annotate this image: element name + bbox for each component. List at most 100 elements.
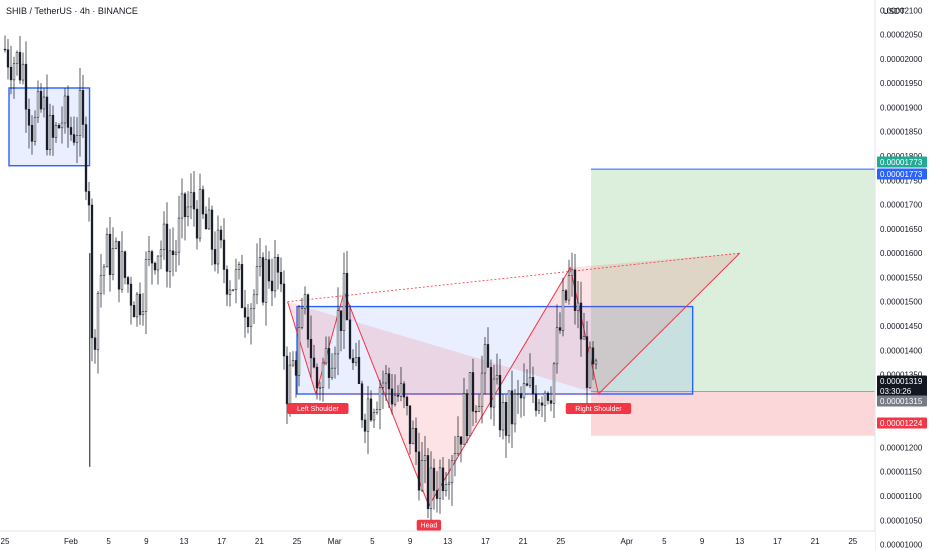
candle-body [456,436,460,454]
candle-body [564,290,568,301]
candle-body [249,308,253,327]
time-tick-label: 9 [700,537,705,546]
time-tick-label: 25 [556,537,565,546]
pattern-label-head: Head [416,519,442,531]
candle-body [393,395,397,405]
candle-body [45,96,49,150]
candle-body [174,251,178,256]
candle-body [576,302,580,311]
candle-body [591,347,595,365]
time-tick-label: Apr [620,537,633,546]
time-tick-label: 13 [180,537,189,546]
candle-body [213,249,217,265]
candle-body [525,383,529,386]
candle-body [561,290,565,331]
candle-body [555,327,559,365]
candle-body [477,406,481,412]
candle-body [567,275,571,301]
candle-body [48,114,52,150]
time-tick-label: 21 [811,537,820,546]
price-badge-grey: 0.00001315 [877,395,927,407]
candle-body [498,375,502,431]
candle-body [471,372,475,412]
candle-body [105,233,109,268]
candle-body [57,125,61,129]
candle-body [318,387,322,389]
candle-body [123,251,127,278]
candle-body [282,283,286,357]
price-badge-text: 0.00001224 [880,419,923,428]
candle-body [180,193,184,219]
price-badge-bg [877,156,927,168]
candle-body [540,402,544,406]
price-axis[interactable]: USDT 0.00001000 0.00001050 0.00001100 0.0000… [874,0,932,550]
candle-body [63,95,67,124]
candle-body [423,455,427,461]
price-candles [3,35,598,530]
candle-body [93,337,97,350]
candle-body [549,400,553,404]
candle-body [387,373,391,390]
candle-body [171,250,175,256]
candle-body [588,347,592,388]
time-tick-label: 5 [370,537,375,546]
candle-body [432,467,436,491]
candle-body [246,316,250,327]
chart-title: SHIB / TetherUS · 4h · BINANCE [6,6,138,16]
candle-body [135,293,139,318]
candle-body [288,364,292,405]
price-tick-label: 0.00001550 [880,273,923,282]
time-tick-label: 13 [735,537,744,546]
candle-body [198,189,202,239]
candle-body [21,63,25,81]
candle-body [141,311,145,316]
candle-body [195,208,199,239]
candle-body [207,209,211,230]
candle-body [396,395,400,397]
candle-body [363,419,367,432]
time-tick-label: 5 [662,537,667,546]
time-axis[interactable]: 25 Feb 5 9 13 17 21 25 Mar 5 9 13 17 21 25 Apr 5 9 13 17 21 2… [0,530,875,550]
candle-body [270,280,274,292]
candle-body [462,393,466,445]
candle-body [330,367,334,378]
price-tick-label: 0.00001750 [880,176,923,185]
candle-body [369,398,373,421]
pattern-label-right-shoulder: Right Shoulder [565,403,632,414]
candle-body [390,388,394,405]
candle-body [297,327,301,376]
pattern-label-bg [287,403,349,414]
price-badge-bg [877,385,927,397]
candle-body [228,289,232,295]
candle-body [165,223,169,272]
price-tick-label: 0.00002050 [880,31,923,40]
candle-body [453,453,457,462]
candle-body [426,455,430,509]
price-tick-label: 0.00001100 [880,492,922,501]
candle-body [186,206,190,217]
candle-body [267,259,271,282]
candle-body [486,344,490,368]
time-tick-label: 9 [408,537,413,546]
candle-body [234,269,238,291]
candle-body [345,272,349,321]
pattern-label-text: Head [421,523,438,530]
candle-body [444,484,448,491]
price-badge-text: 03:30:26 [880,387,912,396]
price-tick-label: 0.00001900 [880,103,923,112]
candle-body [528,377,532,386]
candle-body [504,402,508,436]
candle-body [138,293,142,316]
price-badge-bg [877,395,927,407]
candle-body [36,90,40,118]
candle-body [513,393,517,425]
candle-body [414,427,418,453]
price-badge-bg [877,168,927,180]
candle-body [474,411,478,413]
candle-body [420,460,424,491]
candle-body [108,233,112,275]
candle-body [543,392,547,406]
rectangle-drawings[interactable] [8,87,694,395]
candle-body [339,310,343,332]
